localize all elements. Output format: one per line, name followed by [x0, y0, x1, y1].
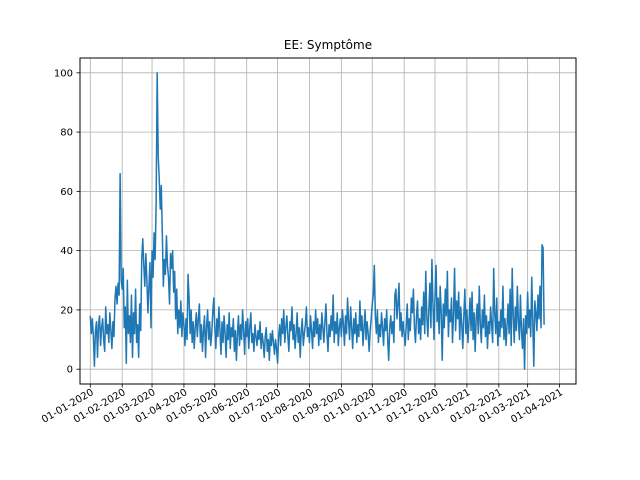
y-tick-label: 0 — [67, 365, 73, 376]
y-tick-label: 60 — [60, 187, 73, 198]
y-tick-label: 80 — [60, 128, 73, 139]
chart-title: EE: Symptôme — [284, 38, 372, 52]
y-tick-label: 20 — [60, 305, 73, 316]
plot-frame — [79, 57, 577, 385]
y-tick-label: 40 — [60, 246, 73, 257]
series-line-0 — [89, 72, 545, 370]
y-tick-label: 100 — [54, 68, 73, 79]
series-group — [89, 72, 545, 370]
